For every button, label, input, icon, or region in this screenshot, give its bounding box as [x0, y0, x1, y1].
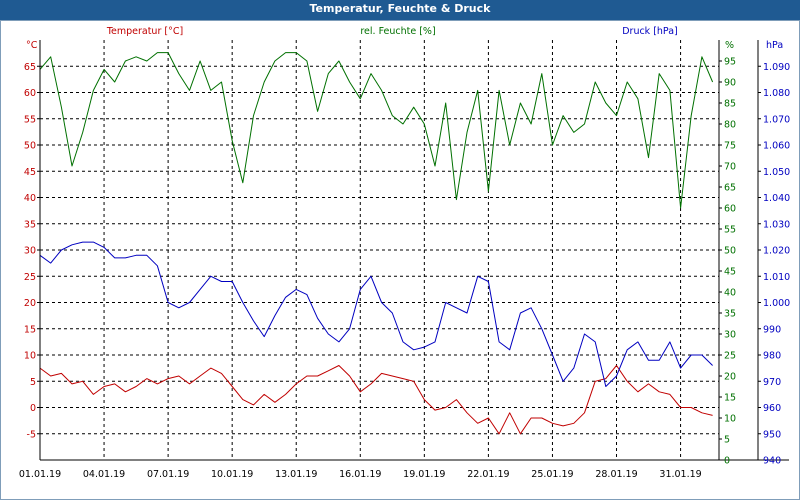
pressure-tick-label: 960 — [763, 403, 781, 414]
x-tick-label: 22.01.19 — [467, 469, 509, 480]
series-line-temperature — [39, 365, 713, 435]
humidity-tick-label: 45 — [724, 267, 736, 278]
temperature-tick-label: 50 — [24, 141, 36, 152]
x-tick-label: 10.01.19 — [211, 469, 253, 480]
humidity-tick-label: 0 — [724, 456, 730, 467]
temperature-tick-label: 10 — [24, 351, 36, 362]
x-tick-label: 28.01.19 — [595, 469, 637, 480]
x-tick-label: 07.01.19 — [147, 469, 189, 480]
temperature-tick-label: 40 — [24, 193, 36, 204]
axes — [37, 40, 789, 461]
x-tick-label: 13.01.19 — [275, 469, 317, 480]
pressure-tick-label: 1.030 — [763, 219, 790, 230]
humidity-tick-label: 70 — [724, 162, 736, 173]
tick-labels: 01.01.19 04.01.19 07.01.19 10.01.19 13.01.19… — [19, 57, 790, 481]
pressure-tick-label: 1.000 — [763, 298, 790, 309]
temperature-tick-label: 60 — [24, 88, 36, 99]
pressure-tick-label: 1.010 — [763, 272, 790, 283]
temperature-tick-label: 20 — [24, 298, 36, 309]
temperature-tick-label: 0 — [30, 403, 36, 414]
humidity-tick-label: 20 — [724, 372, 736, 383]
axis-title-pressure: Druck [hPa] — [622, 26, 678, 37]
x-tick-label: 01.01.19 — [19, 469, 61, 480]
chart-title: Temperatur, Feuchte & Druck — [0, 0, 800, 20]
temperature-tick-label: -5 — [27, 429, 36, 440]
humidity-tick-label: 15 — [724, 393, 736, 404]
series-line-humidity — [39, 52, 714, 209]
grid-lines — [39, 40, 719, 460]
pressure-tick-label: 940 — [763, 456, 781, 467]
pressure-tick-label: 1.040 — [763, 193, 790, 204]
humidity-tick-label: 40 — [724, 288, 736, 299]
temperature-tick-label: 25 — [24, 272, 36, 283]
humidity-tick-label: 75 — [724, 141, 736, 152]
humidity-tick-label: 65 — [724, 183, 736, 194]
humidity-tick-label: 80 — [724, 120, 736, 131]
x-tick-label: 25.01.19 — [531, 469, 573, 480]
humidity-tick-label: 30 — [724, 330, 736, 341]
unit-temperature: °C — [26, 40, 38, 51]
axis-title-humidity: rel. Feuchte [%] — [360, 26, 435, 37]
x-tick-label: 04.01.19 — [83, 469, 125, 480]
unit-pressure: hPa — [766, 40, 783, 51]
temperature-tick-label: 5 — [30, 377, 36, 388]
humidity-tick-label: 60 — [724, 204, 736, 215]
pressure-tick-label: 1.050 — [763, 167, 790, 178]
humidity-tick-label: 55 — [724, 225, 736, 236]
x-tick-label: 19.01.19 — [403, 469, 445, 480]
pressure-tick-label: 950 — [763, 429, 781, 440]
series-line-pressure — [39, 241, 713, 387]
temperature-tick-label: 15 — [24, 324, 36, 335]
humidity-tick-label: 85 — [724, 99, 736, 110]
pressure-tick-label: 1.080 — [763, 88, 790, 99]
humidity-tick-label: 35 — [724, 309, 736, 320]
x-tick-label: 31.01.19 — [659, 469, 701, 480]
pressure-tick-label: 1.090 — [763, 62, 790, 73]
humidity-tick-label: 90 — [724, 78, 736, 89]
pressure-tick-label: 990 — [763, 324, 781, 335]
series-layer — [39, 52, 714, 435]
temperature-tick-label: 30 — [24, 246, 36, 257]
humidity-tick-label: 95 — [724, 57, 736, 68]
x-tick-label: 16.01.19 — [339, 469, 381, 480]
pressure-tick-label: 1.020 — [763, 246, 790, 257]
pressure-tick-label: 980 — [763, 351, 781, 362]
humidity-tick-label: 10 — [724, 414, 736, 425]
pressure-tick-label: 1.060 — [763, 141, 790, 152]
pressure-tick-label: 970 — [763, 377, 781, 388]
humidity-tick-label: 5 — [724, 435, 730, 446]
temperature-tick-label: 45 — [24, 167, 36, 178]
humidity-tick-label: 50 — [724, 246, 736, 257]
temperature-tick-label: 35 — [24, 219, 36, 230]
unit-humidity: % — [725, 40, 734, 51]
pressure-tick-label: 1.070 — [763, 114, 790, 125]
humidity-tick-label: 25 — [724, 351, 736, 362]
axis-title-temperature: Temperatur [°C] — [106, 26, 183, 37]
temperature-tick-label: 65 — [24, 62, 36, 73]
temperature-tick-label: 55 — [24, 114, 36, 125]
